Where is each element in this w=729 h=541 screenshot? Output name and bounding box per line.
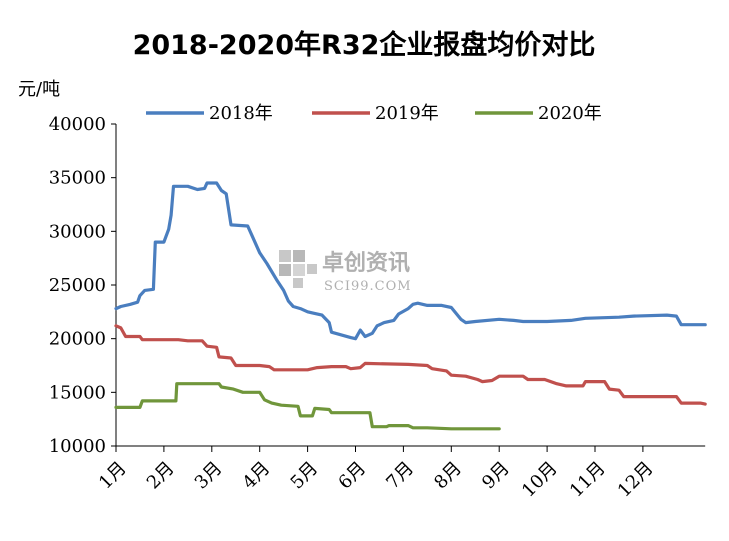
watermark: 卓创资讯 SCI99.COM (279, 250, 412, 294)
y-tick-label: 25000 (49, 275, 106, 296)
y-tick-label: 40000 (49, 114, 106, 135)
x-tick-label: 4月 (239, 458, 275, 494)
legend-label-2018年: 2018年 (209, 103, 273, 124)
legend-label-2020年: 2020年 (538, 103, 602, 124)
watermark-en-text: SCI99.COM (324, 279, 412, 294)
x-tick-label: 12月 (614, 458, 658, 502)
x-axis: 1月 2月 3月 4月 5月 6月 7月 8月 9月 10月 11月 12月 (95, 445, 706, 502)
x-tick-label: 7月 (382, 458, 418, 494)
x-tick-label: 6月 (334, 458, 370, 494)
y-tick-label: 15000 (49, 382, 106, 403)
watermark-cn-text: 卓创资讯 (322, 251, 410, 276)
plot-lines (114, 181, 707, 431)
x-tick-label: 5月 (287, 458, 323, 494)
series-line-2018年 (114, 181, 707, 341)
y-axis: 10000 15000 20000 25000 30000 35000 40000 (49, 114, 117, 457)
x-tick-label: 8月 (430, 458, 466, 494)
watermark-logo-icon (279, 250, 317, 288)
legend-label-2019年: 2019年 (375, 103, 439, 124)
y-tick-label: 20000 (49, 329, 106, 350)
y-axis-unit-label: 元/吨 (18, 79, 60, 100)
x-tick-label: 11月 (566, 458, 610, 502)
legend: 2018年 2019年 2020年 (146, 103, 602, 124)
x-tick-label: 10月 (518, 458, 562, 502)
x-tick-label: 3月 (191, 458, 227, 494)
x-tick-label: 2月 (143, 458, 179, 494)
y-tick-label: 35000 (49, 168, 106, 189)
series-line-2020年 (114, 382, 501, 431)
y-tick-label: 30000 (49, 221, 106, 242)
y-tick-label: 10000 (49, 436, 106, 457)
chart-title: 2018-2020年R32企业报盘均价对比 (133, 29, 596, 61)
x-tick-label: 1月 (95, 458, 131, 494)
series-line-2019年 (114, 324, 707, 406)
x-tick-label: 9月 (478, 458, 514, 494)
